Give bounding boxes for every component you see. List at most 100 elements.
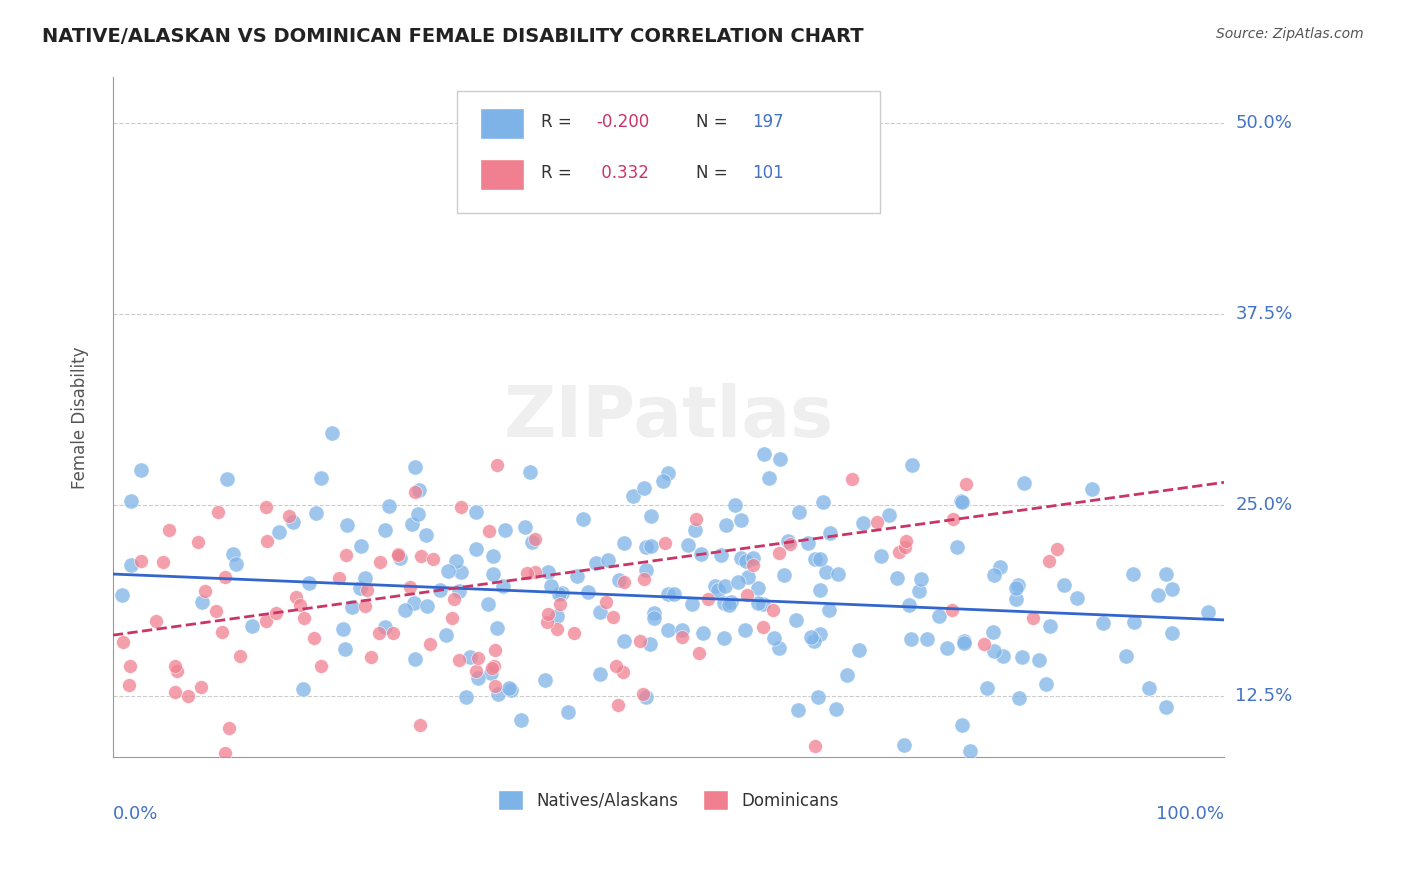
- Natives/Alaskans: [807, 690, 830, 704]
- Natives/Alaskans: [374, 524, 396, 538]
- Natives/Alaskans: [886, 571, 908, 585]
- Dominicans: [478, 524, 501, 538]
- Natives/Alaskans: [803, 634, 825, 648]
- Natives/Alaskans: [1076, 759, 1098, 773]
- Natives/Alaskans: [991, 649, 1014, 664]
- Natives/Alaskans: [1146, 588, 1168, 602]
- Natives/Alaskans: [827, 566, 849, 581]
- Natives/Alaskans: [191, 595, 214, 609]
- Dominicans: [465, 664, 488, 678]
- Dominicans: [628, 634, 651, 648]
- Dominicans: [1022, 611, 1045, 625]
- Dominicans: [190, 680, 212, 694]
- Dominicans: [768, 545, 790, 559]
- Natives/Alaskans: [776, 534, 799, 549]
- Natives/Alaskans: [267, 524, 290, 539]
- Dominicans: [523, 532, 546, 546]
- Dominicans: [449, 653, 471, 667]
- Natives/Alaskans: [335, 642, 357, 657]
- Natives/Alaskans: [374, 620, 396, 634]
- Dominicans: [633, 572, 655, 586]
- Natives/Alaskans: [510, 714, 533, 728]
- Dominicans: [165, 659, 187, 673]
- Natives/Alaskans: [477, 597, 499, 611]
- Natives/Alaskans: [730, 512, 752, 526]
- Natives/Alaskans: [450, 566, 472, 580]
- Dominicans: [688, 646, 710, 660]
- Dominicans: [606, 698, 628, 712]
- Natives/Alaskans: [769, 452, 792, 467]
- Dominicans: [942, 512, 965, 526]
- Text: 100.0%: 100.0%: [1156, 805, 1225, 823]
- Natives/Alaskans: [111, 588, 134, 602]
- Dominicans: [381, 625, 404, 640]
- Natives/Alaskans: [796, 535, 818, 549]
- Text: 0.332: 0.332: [596, 163, 650, 182]
- Text: 25.0%: 25.0%: [1236, 496, 1292, 515]
- Dominicans: [779, 537, 801, 551]
- Natives/Alaskans: [754, 447, 776, 461]
- Natives/Alaskans: [772, 567, 794, 582]
- Natives/Alaskans: [129, 463, 152, 477]
- Natives/Alaskans: [724, 498, 747, 512]
- Natives/Alaskans: [718, 598, 741, 612]
- Text: R =: R =: [541, 112, 576, 130]
- Dominicans: [602, 610, 624, 624]
- Text: N =: N =: [696, 112, 733, 130]
- Dominicans: [422, 551, 444, 566]
- Natives/Alaskans: [349, 539, 371, 553]
- Natives/Alaskans: [332, 623, 354, 637]
- Dominicans: [484, 679, 506, 693]
- Natives/Alaskans: [787, 703, 810, 717]
- Natives/Alaskans: [787, 505, 810, 519]
- Dominicans: [288, 599, 311, 613]
- Natives/Alaskans: [988, 559, 1011, 574]
- Natives/Alaskans: [848, 643, 870, 657]
- Natives/Alaskans: [486, 687, 509, 701]
- Dominicans: [866, 516, 889, 530]
- Dominicans: [120, 658, 142, 673]
- Natives/Alaskans: [389, 550, 412, 565]
- Natives/Alaskans: [408, 483, 430, 497]
- Natives/Alaskans: [453, 777, 475, 791]
- Natives/Alaskans: [1066, 591, 1088, 606]
- Natives/Alaskans: [808, 552, 831, 566]
- Dominicans: [111, 635, 134, 649]
- Dominicans: [409, 718, 432, 732]
- Natives/Alaskans: [589, 605, 612, 619]
- Dominicans: [368, 626, 391, 640]
- Natives/Alaskans: [522, 535, 544, 549]
- FancyBboxPatch shape: [457, 91, 880, 213]
- Natives/Alaskans: [869, 766, 891, 780]
- Natives/Alaskans: [458, 650, 481, 665]
- Natives/Alaskans: [416, 599, 439, 613]
- Dominicans: [264, 606, 287, 620]
- Natives/Alaskans: [907, 584, 929, 599]
- Dominicans: [207, 505, 229, 519]
- Natives/Alaskans: [434, 628, 457, 642]
- Natives/Alaskans: [120, 494, 142, 508]
- Dominicans: [685, 511, 707, 525]
- Dominicans: [292, 611, 315, 625]
- Natives/Alaskans: [651, 474, 673, 488]
- Natives/Alaskans: [758, 471, 780, 485]
- Text: -0.200: -0.200: [596, 112, 650, 130]
- Dominicans: [335, 549, 357, 563]
- Natives/Alaskans: [415, 528, 437, 542]
- Dominicans: [277, 509, 299, 524]
- Text: 0.0%: 0.0%: [112, 805, 159, 823]
- Natives/Alaskans: [394, 603, 416, 617]
- Natives/Alaskans: [720, 595, 742, 609]
- Natives/Alaskans: [747, 597, 769, 611]
- Dominicans: [804, 739, 827, 754]
- Natives/Alaskans: [401, 517, 423, 532]
- Natives/Alaskans: [640, 539, 662, 553]
- Dominicans: [152, 555, 174, 569]
- Text: 37.5%: 37.5%: [1236, 305, 1292, 323]
- Natives/Alaskans: [747, 581, 769, 595]
- Natives/Alaskans: [501, 682, 523, 697]
- Natives/Alaskans: [215, 471, 238, 485]
- Natives/Alaskans: [444, 554, 467, 568]
- Dominicans: [524, 565, 547, 579]
- Natives/Alaskans: [613, 634, 636, 648]
